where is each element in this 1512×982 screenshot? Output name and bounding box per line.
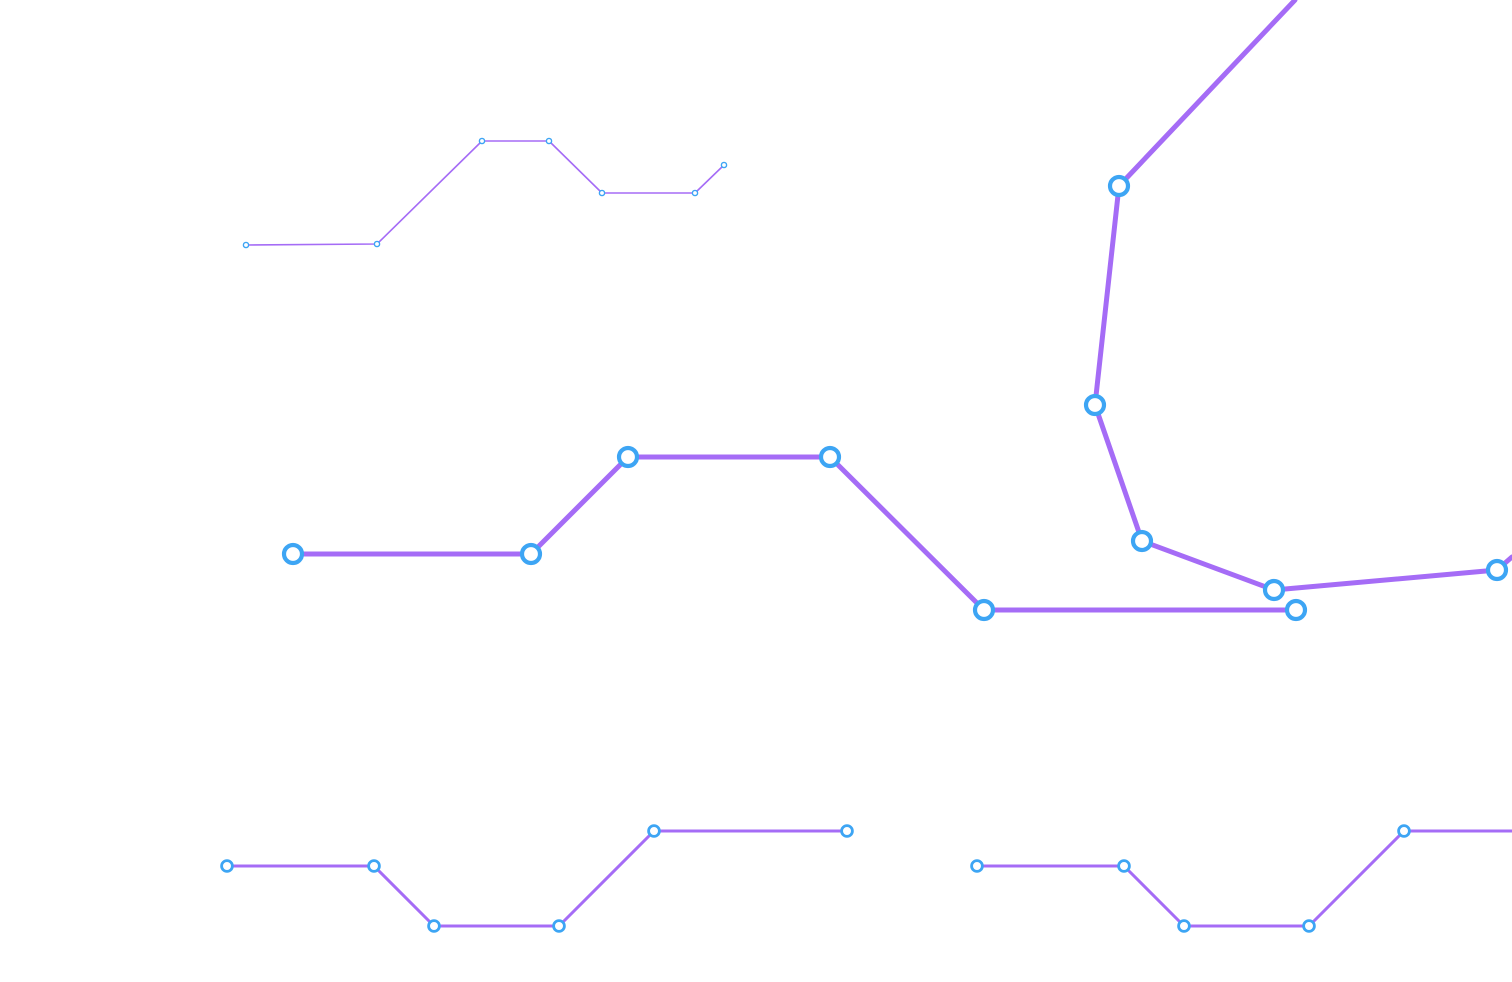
anchor-point-handle[interactable] [554, 921, 565, 932]
anchor-point-handle[interactable] [1399, 826, 1410, 837]
anchor-point-handle[interactable] [721, 162, 726, 167]
anchor-point-handle[interactable] [1086, 396, 1104, 414]
anchor-point-handle[interactable] [1179, 921, 1190, 932]
anchor-point-handle[interactable] [284, 545, 302, 563]
anchor-point-handle[interactable] [1133, 532, 1151, 550]
anchor-point-handle[interactable] [599, 190, 604, 195]
anchor-point-handle[interactable] [619, 448, 637, 466]
anchor-point-handle[interactable] [1287, 601, 1305, 619]
anchor-point-handle[interactable] [1488, 561, 1506, 579]
anchor-point-handle[interactable] [479, 138, 484, 143]
anchor-point-handle[interactable] [369, 861, 380, 872]
anchor-point-handle[interactable] [842, 826, 853, 837]
anchor-point-handle[interactable] [222, 861, 233, 872]
anchor-point-handle[interactable] [692, 190, 697, 195]
anchor-point-handle[interactable] [649, 826, 660, 837]
anchor-point-handle[interactable] [243, 242, 248, 247]
anchor-point-handle[interactable] [1119, 861, 1130, 872]
anchor-point-handle[interactable] [546, 138, 551, 143]
anchor-point-handle[interactable] [374, 241, 379, 246]
anchor-point-handle[interactable] [429, 921, 440, 932]
anchor-point-handle[interactable] [821, 448, 839, 466]
anchor-point-handle[interactable] [975, 601, 993, 619]
anchor-point-handle[interactable] [972, 861, 983, 872]
anchor-point-handle[interactable] [522, 545, 540, 563]
anchor-point-handle[interactable] [1304, 921, 1315, 932]
anchor-point-handle[interactable] [1110, 177, 1128, 195]
anchor-point-handle[interactable] [1265, 581, 1283, 599]
